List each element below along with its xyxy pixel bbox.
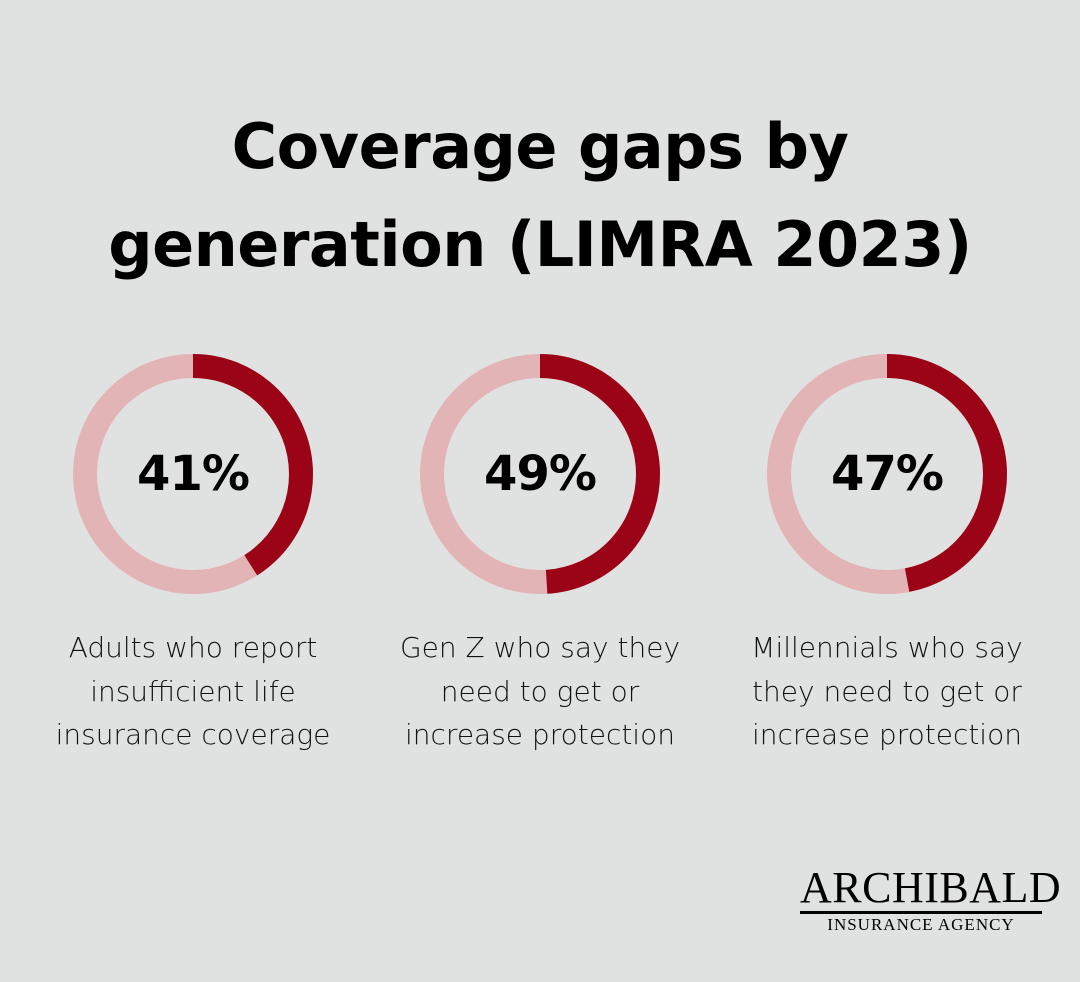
donut-chart-gen-z: 49% [420,354,660,594]
caption-line: Adults who report [68,631,318,664]
donut-chart-millennials: 47% [767,354,1007,594]
caption-line: insufficient life [90,674,296,708]
caption-line: increase protection [752,718,1022,751]
caption-gen-z: Gen Z who say they need to get or increa… [380,626,700,757]
logo-divider [800,911,1042,914]
caption-line: Gen Z who say they [399,631,681,664]
caption-line: need to get or [440,674,640,708]
donut-filled-segment [767,354,1007,594]
donut-svg [420,354,660,594]
caption-line: increase protection [405,718,675,751]
donut-chart-adults: 41% [73,354,313,594]
caption-line: Millennials who say [751,631,1023,664]
caption-line: insurance coverage [55,718,331,751]
title-line-1: Coverage gaps by [231,110,849,183]
donut-filled-segment [420,354,660,594]
caption-adults: Adults who report insufficient life insu… [33,626,353,757]
caption-line: they need to get or [752,674,1022,708]
donut-svg [767,354,1007,594]
caption-millennials: Millennials who say they need to get or … [727,626,1047,757]
donut-filled-segment [73,354,313,594]
donut-svg [73,354,313,594]
donut-value: 49% [484,446,597,502]
logo-tagline: INSURANCE AGENCY [827,915,1015,934]
title-line-2: generation (LIMRA 2023) [108,208,972,281]
page-title: Coverage gaps by generation (LIMRA 2023) [0,98,1080,294]
donut-value: 41% [137,446,250,502]
donut-value: 47% [831,446,944,502]
logo-name: ARCHIBALD [800,863,1062,912]
archibald-logo: ARCHIBALD INSURANCE AGENCY [800,863,1062,935]
